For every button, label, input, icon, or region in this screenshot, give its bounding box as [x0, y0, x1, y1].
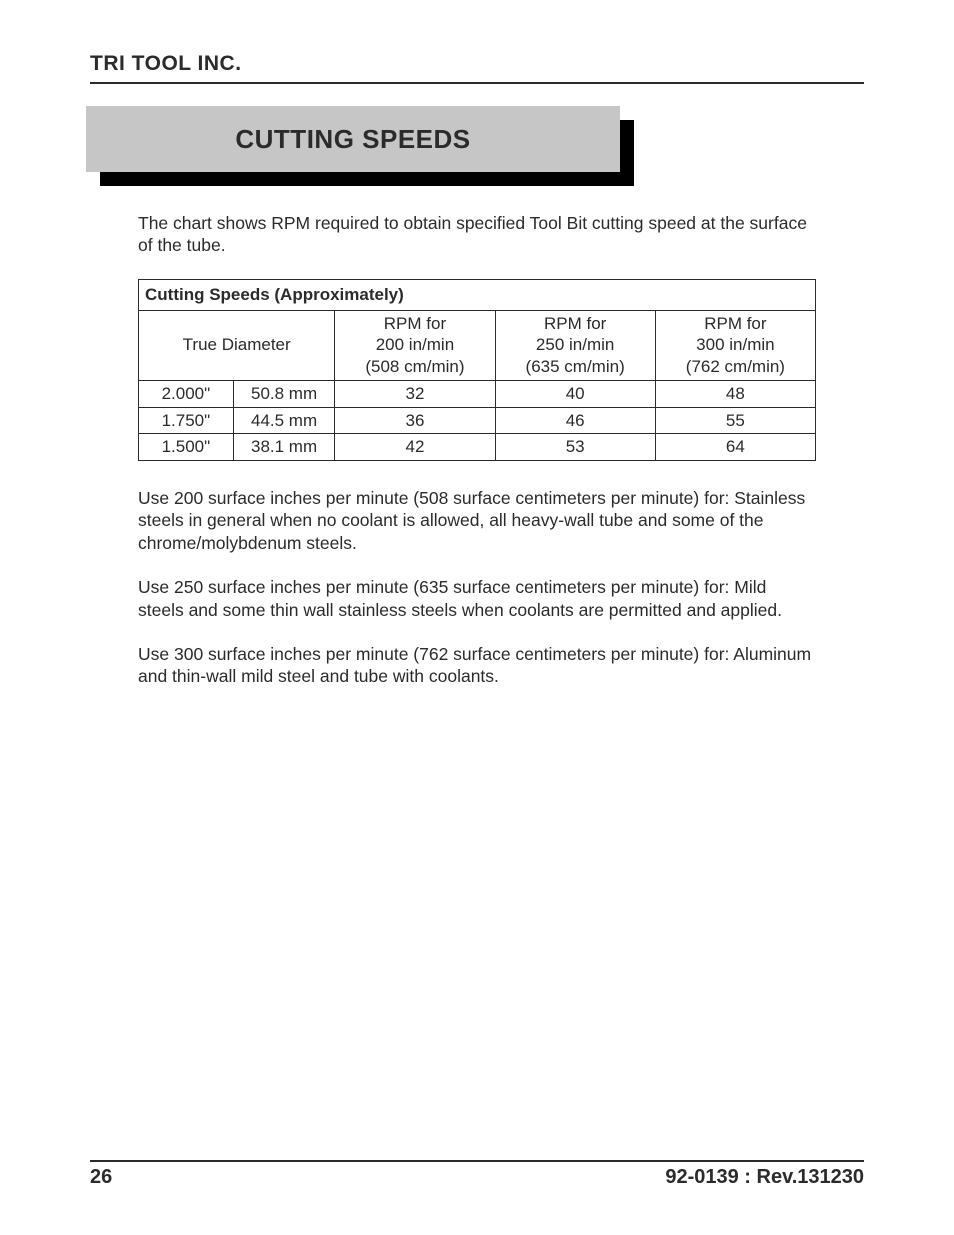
footer: 26 92-0139 : Rev.131230: [90, 1160, 864, 1189]
table-caption-row: Cutting Speeds (Approximately): [139, 279, 816, 310]
cell-r250: 46: [495, 407, 655, 434]
col-rpm-250: RPM for 250 in/min (635 cm/min): [495, 310, 655, 380]
cell-inch: 2.000": [139, 380, 234, 407]
cell-mm: 44.5 mm: [233, 407, 335, 434]
company-name: TRI TOOL INC.: [90, 52, 864, 76]
page-number: 26: [90, 1166, 112, 1189]
cell-r250: 40: [495, 380, 655, 407]
table-row: 1.750" 44.5 mm 36 46 55: [139, 407, 816, 434]
cell-mm: 38.1 mm: [233, 434, 335, 461]
header-rule: [90, 82, 864, 84]
footer-row: 26 92-0139 : Rev.131230: [90, 1166, 864, 1189]
note-200: Use 200 surface inches per minute (508 s…: [138, 487, 816, 554]
cell-r300: 55: [655, 407, 815, 434]
page: TRI TOOL INC. CUTTING SPEEDS The chart s…: [0, 0, 954, 1235]
rpm-line: 300 in/min: [696, 335, 774, 354]
cutting-speeds-table: Cutting Speeds (Approximately) True Diam…: [138, 279, 816, 461]
cell-r200: 32: [335, 380, 495, 407]
cell-inch: 1.500": [139, 434, 234, 461]
col-rpm-200: RPM for 200 in/min (508 cm/min): [335, 310, 495, 380]
cell-r250: 53: [495, 434, 655, 461]
table-row: 2.000" 50.8 mm 32 40 48: [139, 380, 816, 407]
rpm-line: 200 in/min: [376, 335, 454, 354]
col-rpm-300: RPM for 300 in/min (762 cm/min): [655, 310, 815, 380]
rpm-line: RPM for: [704, 314, 766, 333]
footer-rule: [90, 1160, 864, 1162]
title-bar: CUTTING SPEEDS: [86, 106, 620, 172]
table-caption: Cutting Speeds (Approximately): [139, 279, 816, 310]
note-300: Use 300 surface inches per minute (762 s…: [138, 643, 816, 688]
content-area: The chart shows RPM required to obtain s…: [90, 212, 864, 688]
cell-inch: 1.750": [139, 407, 234, 434]
rpm-line: RPM for: [544, 314, 606, 333]
rpm-line: RPM for: [384, 314, 446, 333]
cell-r300: 64: [655, 434, 815, 461]
col-true-diameter: True Diameter: [139, 310, 335, 380]
doc-revision: 92-0139 : Rev.131230: [665, 1166, 864, 1189]
table-row: 1.500" 38.1 mm 42 53 64: [139, 434, 816, 461]
table-header-row: True Diameter RPM for 200 in/min (508 cm…: [139, 310, 816, 380]
rpm-line: (762 cm/min): [686, 357, 785, 376]
rpm-line: (635 cm/min): [526, 357, 625, 376]
rpm-line: 250 in/min: [536, 335, 614, 354]
rpm-line: (508 cm/min): [365, 357, 464, 376]
cell-r300: 48: [655, 380, 815, 407]
section-title: CUTTING SPEEDS: [235, 124, 470, 155]
section-title-bar: CUTTING SPEEDS: [86, 106, 631, 182]
intro-paragraph: The chart shows RPM required to obtain s…: [138, 212, 816, 257]
cell-r200: 36: [335, 407, 495, 434]
cell-mm: 50.8 mm: [233, 380, 335, 407]
cell-r200: 42: [335, 434, 495, 461]
note-250: Use 250 surface inches per minute (635 s…: [138, 576, 816, 621]
